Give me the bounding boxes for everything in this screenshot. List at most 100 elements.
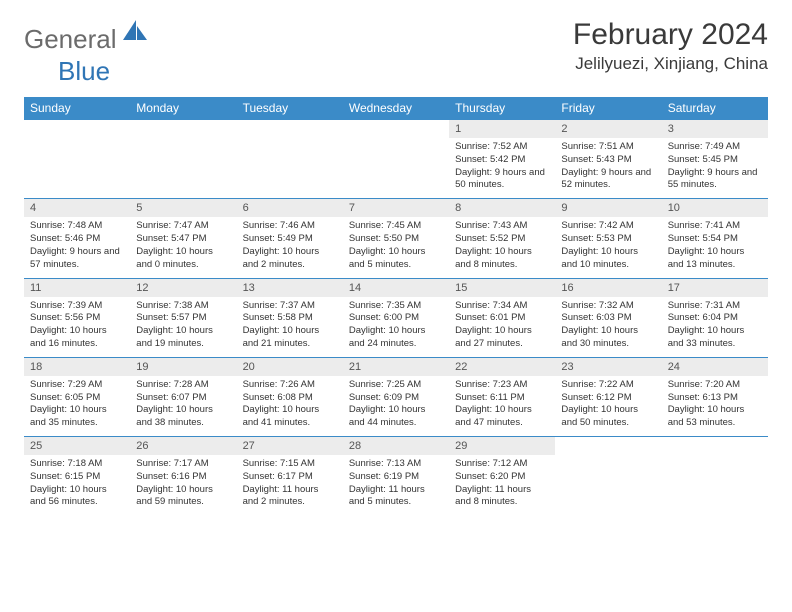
day-cell: 8Sunrise: 7:43 AMSunset: 5:52 PMDaylight… bbox=[449, 199, 555, 278]
day-cell: 10Sunrise: 7:41 AMSunset: 5:54 PMDayligh… bbox=[662, 199, 768, 278]
day-cell: 9Sunrise: 7:42 AMSunset: 5:53 PMDaylight… bbox=[555, 199, 661, 278]
day-cell: 7Sunrise: 7:45 AMSunset: 5:50 PMDaylight… bbox=[343, 199, 449, 278]
day-details: Sunrise: 7:38 AMSunset: 5:57 PMDaylight:… bbox=[130, 297, 236, 357]
calendar-table: SundayMondayTuesdayWednesdayThursdayFrid… bbox=[24, 97, 768, 515]
brand-part1: General bbox=[24, 24, 117, 55]
day-details: Sunrise: 7:46 AMSunset: 5:49 PMDaylight:… bbox=[237, 217, 343, 277]
day-details: Sunrise: 7:49 AMSunset: 5:45 PMDaylight:… bbox=[662, 138, 768, 198]
brand-sail-icon bbox=[123, 20, 149, 45]
weekday-header: Saturday bbox=[662, 97, 768, 120]
day-cell: 1Sunrise: 7:52 AMSunset: 5:42 PMDaylight… bbox=[449, 120, 555, 199]
day-cell: 22Sunrise: 7:23 AMSunset: 6:11 PMDayligh… bbox=[449, 357, 555, 436]
week-row: 1Sunrise: 7:52 AMSunset: 5:42 PMDaylight… bbox=[24, 120, 768, 199]
day-number: 12 bbox=[130, 279, 236, 297]
day-number: 11 bbox=[24, 279, 130, 297]
day-cell: 4Sunrise: 7:48 AMSunset: 5:46 PMDaylight… bbox=[24, 199, 130, 278]
day-number: 10 bbox=[662, 199, 768, 217]
day-number: 29 bbox=[449, 437, 555, 455]
day-cell: 12Sunrise: 7:38 AMSunset: 5:57 PMDayligh… bbox=[130, 278, 236, 357]
day-cell: 18Sunrise: 7:29 AMSunset: 6:05 PMDayligh… bbox=[24, 357, 130, 436]
day-number: 6 bbox=[237, 199, 343, 217]
day-details: Sunrise: 7:32 AMSunset: 6:03 PMDaylight:… bbox=[555, 297, 661, 357]
day-cell bbox=[555, 437, 661, 516]
day-number: 5 bbox=[130, 199, 236, 217]
day-number: 7 bbox=[343, 199, 449, 217]
day-details: Sunrise: 7:51 AMSunset: 5:43 PMDaylight:… bbox=[555, 138, 661, 198]
day-cell: 27Sunrise: 7:15 AMSunset: 6:17 PMDayligh… bbox=[237, 437, 343, 516]
day-cell bbox=[130, 120, 236, 199]
day-number: 24 bbox=[662, 358, 768, 376]
day-number: 14 bbox=[343, 279, 449, 297]
day-number: 17 bbox=[662, 279, 768, 297]
day-cell: 20Sunrise: 7:26 AMSunset: 6:08 PMDayligh… bbox=[237, 357, 343, 436]
day-details: Sunrise: 7:28 AMSunset: 6:07 PMDaylight:… bbox=[130, 376, 236, 436]
calendar-page: General February 2024 Jelilyuezi, Xinjia… bbox=[0, 0, 792, 515]
day-cell: 3Sunrise: 7:49 AMSunset: 5:45 PMDaylight… bbox=[662, 120, 768, 199]
day-details: Sunrise: 7:47 AMSunset: 5:47 PMDaylight:… bbox=[130, 217, 236, 277]
day-cell bbox=[237, 120, 343, 199]
month-title: February 2024 bbox=[573, 18, 768, 52]
day-number: 15 bbox=[449, 279, 555, 297]
weekday-header: Thursday bbox=[449, 97, 555, 120]
day-number: 28 bbox=[343, 437, 449, 455]
week-row: 11Sunrise: 7:39 AMSunset: 5:56 PMDayligh… bbox=[24, 278, 768, 357]
day-number: 25 bbox=[24, 437, 130, 455]
day-details: Sunrise: 7:29 AMSunset: 6:05 PMDaylight:… bbox=[24, 376, 130, 436]
day-cell: 11Sunrise: 7:39 AMSunset: 5:56 PMDayligh… bbox=[24, 278, 130, 357]
day-details: Sunrise: 7:22 AMSunset: 6:12 PMDaylight:… bbox=[555, 376, 661, 436]
weekday-header: Monday bbox=[130, 97, 236, 120]
day-cell: 17Sunrise: 7:31 AMSunset: 6:04 PMDayligh… bbox=[662, 278, 768, 357]
week-row: 25Sunrise: 7:18 AMSunset: 6:15 PMDayligh… bbox=[24, 437, 768, 516]
day-details: Sunrise: 7:25 AMSunset: 6:09 PMDaylight:… bbox=[343, 376, 449, 436]
day-details: Sunrise: 7:31 AMSunset: 6:04 PMDaylight:… bbox=[662, 297, 768, 357]
day-cell: 15Sunrise: 7:34 AMSunset: 6:01 PMDayligh… bbox=[449, 278, 555, 357]
day-cell: 6Sunrise: 7:46 AMSunset: 5:49 PMDaylight… bbox=[237, 199, 343, 278]
day-number: 18 bbox=[24, 358, 130, 376]
calendar-body: 1Sunrise: 7:52 AMSunset: 5:42 PMDaylight… bbox=[24, 120, 768, 516]
day-number: 13 bbox=[237, 279, 343, 297]
title-block: February 2024 Jelilyuezi, Xinjiang, Chin… bbox=[573, 18, 768, 74]
day-details: Sunrise: 7:45 AMSunset: 5:50 PMDaylight:… bbox=[343, 217, 449, 277]
day-details: Sunrise: 7:39 AMSunset: 5:56 PMDaylight:… bbox=[24, 297, 130, 357]
brand-logo: General bbox=[24, 24, 151, 55]
weekday-header: Friday bbox=[555, 97, 661, 120]
day-details: Sunrise: 7:41 AMSunset: 5:54 PMDaylight:… bbox=[662, 217, 768, 277]
day-number: 23 bbox=[555, 358, 661, 376]
week-row: 18Sunrise: 7:29 AMSunset: 6:05 PMDayligh… bbox=[24, 357, 768, 436]
weekday-header: Tuesday bbox=[237, 97, 343, 120]
day-cell: 28Sunrise: 7:13 AMSunset: 6:19 PMDayligh… bbox=[343, 437, 449, 516]
day-details: Sunrise: 7:18 AMSunset: 6:15 PMDaylight:… bbox=[24, 455, 130, 515]
day-cell: 19Sunrise: 7:28 AMSunset: 6:07 PMDayligh… bbox=[130, 357, 236, 436]
day-number: 3 bbox=[662, 120, 768, 138]
day-details: Sunrise: 7:48 AMSunset: 5:46 PMDaylight:… bbox=[24, 217, 130, 277]
day-cell: 25Sunrise: 7:18 AMSunset: 6:15 PMDayligh… bbox=[24, 437, 130, 516]
day-cell: 26Sunrise: 7:17 AMSunset: 6:16 PMDayligh… bbox=[130, 437, 236, 516]
day-number: 22 bbox=[449, 358, 555, 376]
brand-part2: Blue bbox=[58, 56, 110, 87]
day-cell: 5Sunrise: 7:47 AMSunset: 5:47 PMDaylight… bbox=[130, 199, 236, 278]
day-cell: 2Sunrise: 7:51 AMSunset: 5:43 PMDaylight… bbox=[555, 120, 661, 199]
day-cell: 16Sunrise: 7:32 AMSunset: 6:03 PMDayligh… bbox=[555, 278, 661, 357]
day-number: 21 bbox=[343, 358, 449, 376]
day-details: Sunrise: 7:12 AMSunset: 6:20 PMDaylight:… bbox=[449, 455, 555, 515]
day-number: 8 bbox=[449, 199, 555, 217]
day-details: Sunrise: 7:13 AMSunset: 6:19 PMDaylight:… bbox=[343, 455, 449, 515]
day-details: Sunrise: 7:17 AMSunset: 6:16 PMDaylight:… bbox=[130, 455, 236, 515]
weekday-header: Sunday bbox=[24, 97, 130, 120]
day-cell bbox=[343, 120, 449, 199]
weekday-header: Wednesday bbox=[343, 97, 449, 120]
day-cell bbox=[24, 120, 130, 199]
day-details: Sunrise: 7:42 AMSunset: 5:53 PMDaylight:… bbox=[555, 217, 661, 277]
day-number: 2 bbox=[555, 120, 661, 138]
day-number: 27 bbox=[237, 437, 343, 455]
day-details: Sunrise: 7:35 AMSunset: 6:00 PMDaylight:… bbox=[343, 297, 449, 357]
day-cell: 23Sunrise: 7:22 AMSunset: 6:12 PMDayligh… bbox=[555, 357, 661, 436]
day-cell: 21Sunrise: 7:25 AMSunset: 6:09 PMDayligh… bbox=[343, 357, 449, 436]
weekday-header-row: SundayMondayTuesdayWednesdayThursdayFrid… bbox=[24, 97, 768, 120]
day-number: 16 bbox=[555, 279, 661, 297]
day-number: 20 bbox=[237, 358, 343, 376]
day-details: Sunrise: 7:15 AMSunset: 6:17 PMDaylight:… bbox=[237, 455, 343, 515]
day-details: Sunrise: 7:34 AMSunset: 6:01 PMDaylight:… bbox=[449, 297, 555, 357]
day-details: Sunrise: 7:20 AMSunset: 6:13 PMDaylight:… bbox=[662, 376, 768, 436]
day-details: Sunrise: 7:23 AMSunset: 6:11 PMDaylight:… bbox=[449, 376, 555, 436]
